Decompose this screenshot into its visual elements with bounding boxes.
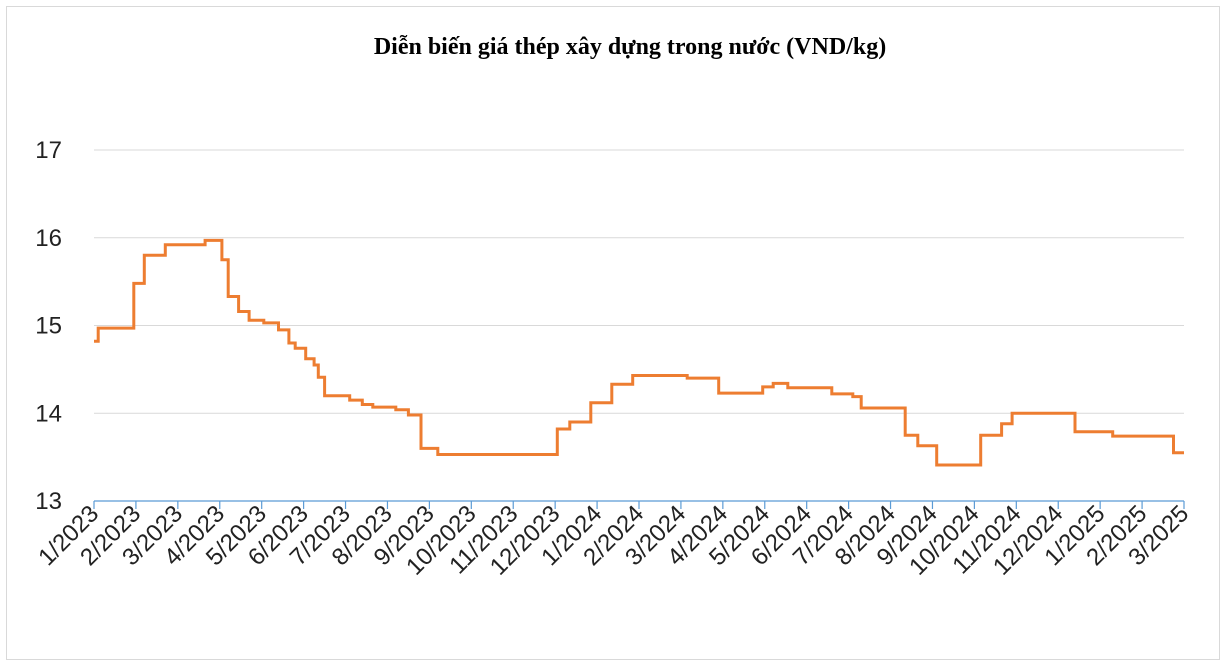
y-tick-15: 15 bbox=[35, 313, 62, 340]
series-line-0 bbox=[94, 238, 1184, 467]
chart-frame bbox=[6, 6, 1220, 660]
y-tick-labels: 13 14 15 16 17 bbox=[35, 137, 62, 515]
y-tick-14: 14 bbox=[35, 400, 62, 427]
series-group bbox=[94, 238, 1184, 467]
y-tick-17: 17 bbox=[35, 137, 62, 164]
x-tick-labels: 1/20232/20233/20234/20235/20236/20237/20… bbox=[33, 500, 1194, 580]
y-tick-13: 13 bbox=[35, 488, 62, 515]
gridlines bbox=[94, 149, 1184, 414]
x-axis bbox=[93, 500, 1185, 509]
chart-title: Diễn biến giá thép xây dựng trong nước (… bbox=[373, 34, 887, 60]
y-tick-16: 16 bbox=[35, 225, 62, 252]
